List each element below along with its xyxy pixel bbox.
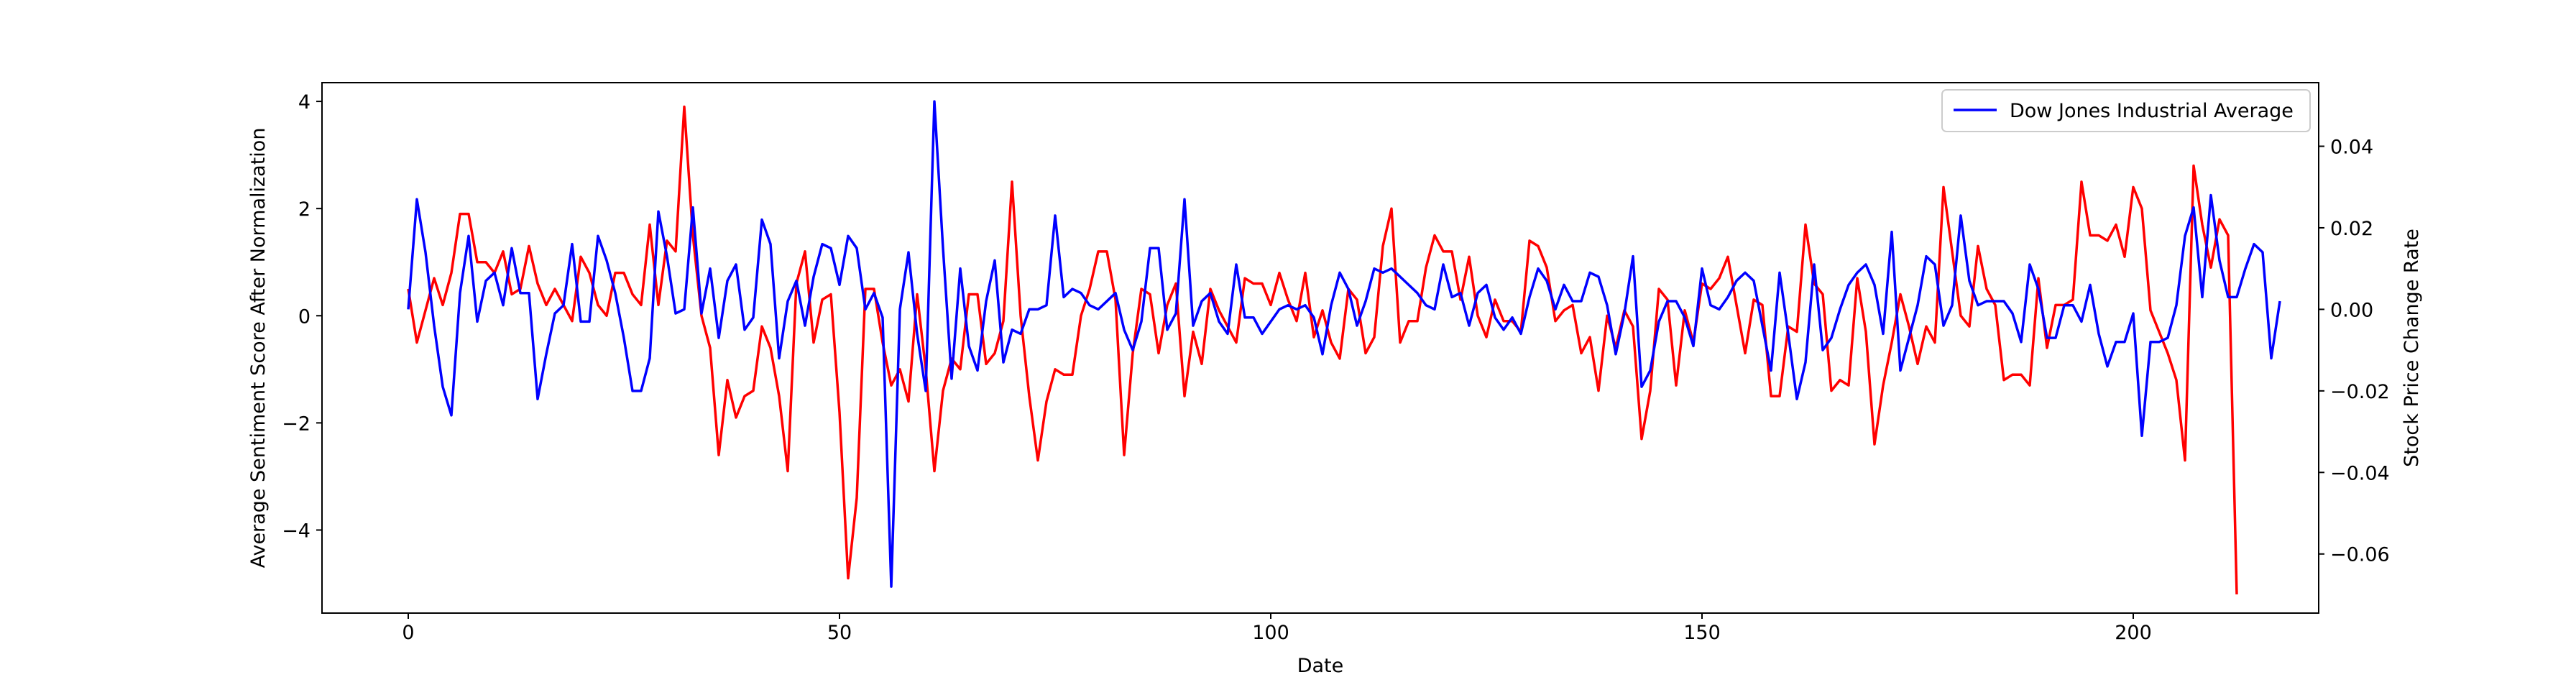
series-line-0-sentiment <box>407 105 2238 594</box>
x-tick-label: 200 <box>2115 622 2152 644</box>
x-axis-ticks: 0 50 100 150 200 <box>402 613 2152 644</box>
x-tick-label: 150 <box>1683 622 1721 644</box>
legend-label-dow-jones: Dow Jones Industrial Average <box>2010 100 2294 122</box>
series-layer <box>407 100 2281 594</box>
right-y-tick-label: −0.02 <box>2330 381 2390 403</box>
x-tick-label: 0 <box>402 622 414 644</box>
x-tick-label: 50 <box>827 622 852 644</box>
series-line-1-dow-jones <box>407 100 2281 588</box>
legend-box <box>1941 89 2311 132</box>
right-y-axis-label: Stock Price Change Rate <box>2401 229 2423 467</box>
left-y-tick-label: −4 <box>282 520 310 542</box>
x-tick-label: 100 <box>1252 622 1289 644</box>
right-y-tick-label: 0.02 <box>2330 218 2373 240</box>
left-y-axis-ticks: −4 −2 0 2 4 <box>282 91 322 542</box>
legend: Dow Jones Industrial Average <box>1941 89 2311 132</box>
right-y-tick-label: −0.04 <box>2330 462 2390 484</box>
left-y-tick-label: 4 <box>298 91 310 114</box>
x-axis-label: Date <box>1297 655 1344 677</box>
right-y-tick-label: −0.06 <box>2330 544 2390 566</box>
left-y-tick-label: 2 <box>298 198 310 221</box>
left-y-tick-label: 0 <box>298 305 310 328</box>
right-y-tick-label: 0.00 <box>2330 299 2373 321</box>
left-y-tick-label: −2 <box>282 413 310 435</box>
left-y-axis-label: Average Sentiment Score After Normalizat… <box>247 128 270 569</box>
right-y-tick-label: 0.04 <box>2330 136 2373 158</box>
right-y-axis-ticks: −0.06 −0.04 −0.02 0.00 0.02 0.04 <box>2319 136 2390 566</box>
plot-frame <box>321 82 2319 614</box>
